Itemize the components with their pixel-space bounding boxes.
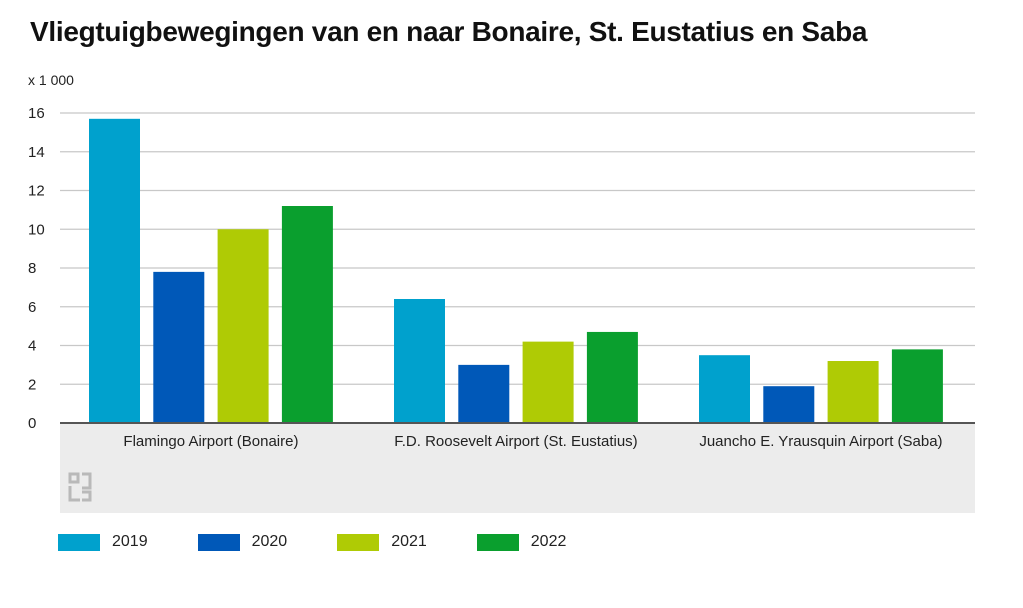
y-tick-label: 2	[28, 376, 36, 393]
bar-2020-2	[763, 386, 815, 423]
legend-label: 2020	[251, 533, 288, 550]
y-tick-label: 10	[28, 221, 45, 238]
cbs-logo-icon	[68, 472, 92, 502]
category-label: F.D. Roosevelt Airport (St. Eustatius)	[394, 433, 637, 450]
y-tick-label: 8	[28, 260, 36, 277]
chart-title: Vliegtuigbewegingen van en naar Bonaire,…	[30, 16, 868, 47]
y-tick-labels: 0 2 4 6 8 10 12 14 16	[28, 105, 45, 432]
category-labels: Flamingo Airport (Bonaire) F.D. Roosevelt…	[123, 433, 942, 450]
legend-swatch	[476, 533, 519, 551]
bar-2020-1	[458, 364, 510, 423]
y-tick-label: 16	[28, 105, 45, 122]
legend-swatch	[58, 533, 100, 551]
bar-2021-0	[217, 229, 269, 423]
bar-2021-1	[522, 341, 574, 423]
legend: 2019 2020 2021 2022	[58, 533, 616, 551]
bar-2022-0	[281, 206, 333, 423]
legend-label: 2019	[112, 533, 148, 550]
bars	[89, 118, 943, 423]
bar-2020-0	[153, 271, 205, 423]
legend-label: 2021	[391, 533, 427, 550]
gridlines	[60, 112, 975, 385]
category-band	[60, 423, 975, 513]
y-tick-label: 12	[28, 183, 45, 200]
y-tick-label: 6	[28, 299, 36, 316]
bar-2019-1	[394, 299, 445, 423]
legend-item-2022: 2022	[476, 533, 567, 551]
category-label: Juancho E. Yrausquin Airport (Saba)	[699, 433, 942, 450]
bar-2019-2	[699, 355, 750, 423]
category-label: Flamingo Airport (Bonaire)	[123, 433, 298, 450]
legend-item-2020: 2020	[197, 533, 288, 551]
y-tick-label: 14	[28, 144, 45, 161]
bar-2019-0	[89, 118, 140, 423]
y-tick-label: 0	[28, 415, 36, 432]
bar-2022-2	[891, 349, 943, 423]
bar-2022-1	[586, 331, 638, 423]
legend-swatch	[197, 533, 240, 551]
y-axis-unit-label: x 1 000	[28, 72, 74, 88]
y-tick-label: 4	[28, 338, 36, 355]
legend-label: 2022	[530, 533, 567, 550]
legend-item-2019: 2019	[58, 533, 148, 551]
legend-item-2021: 2021	[337, 533, 427, 551]
legend-swatch	[337, 533, 380, 551]
bar-2021-2	[827, 361, 879, 423]
